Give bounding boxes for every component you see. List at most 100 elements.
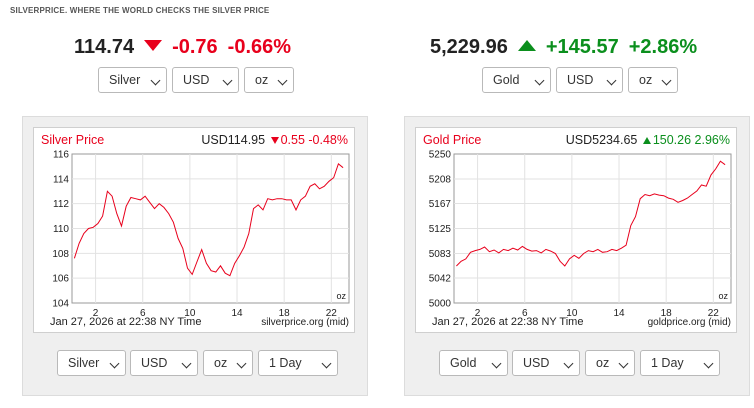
chart-current-price: USD114.95 [201, 133, 266, 147]
select-value: USD [567, 73, 594, 87]
silver-unit-select[interactable]: oz [244, 67, 294, 93]
silver-change-pct: -0.66% [227, 36, 292, 58]
chart-change: 150.26 [652, 133, 692, 147]
down-arrow-icon [270, 137, 279, 144]
y-tick-label: 106 [52, 274, 69, 285]
x-tick-label: 18 [661, 308, 673, 319]
up-arrow-icon [642, 137, 651, 144]
y-tick-label: 110 [53, 224, 69, 235]
select-value: oz [255, 73, 269, 87]
silver-metal-select[interactable]: Silver [98, 67, 167, 93]
chevron-down-icon [321, 358, 332, 369]
select-value: USD [183, 73, 210, 87]
chevron-down-icon [661, 75, 672, 86]
y-tick-label: 108 [52, 249, 69, 260]
down-arrow-icon [144, 40, 163, 51]
y-tick-label: 5000 [429, 299, 452, 310]
chevron-down-icon [222, 75, 233, 86]
chevron-down-icon [703, 358, 714, 369]
chevron-down-icon [618, 358, 629, 369]
y-tick-label: 5250 [429, 150, 452, 161]
gold-chart-range-select[interactable]: 1 Day [640, 350, 720, 376]
silver-chart-panel: 104 106 108 110 112 114 116 2 6 10 14 18 22 oz Silver… [22, 116, 368, 396]
gold-change: +145.57 [545, 36, 619, 58]
chevron-down-icon [534, 75, 545, 86]
chart-title: Silver Price [41, 133, 105, 147]
price-series-line [73, 163, 344, 277]
chevron-down-icon [109, 358, 120, 369]
silver-chart: 104 106 108 110 112 114 116 2 6 10 14 18 22 oz Silver… [33, 127, 355, 333]
y-tick-label: 5083 [429, 249, 452, 260]
x-tick-label: 22 [708, 308, 720, 319]
unit-label: oz [718, 291, 728, 301]
silver-chart-currency-select[interactable]: USD [130, 350, 198, 376]
gold-chart-currency-select[interactable]: USD [512, 350, 580, 376]
chevron-down-icon [277, 75, 288, 86]
gold-change-pct: +2.86% [628, 36, 698, 58]
gold-unit-select[interactable]: oz [628, 67, 678, 93]
gold-chart-metal-select[interactable]: Gold [439, 350, 508, 376]
chevron-down-icon [150, 75, 161, 86]
chart-change-pct: -0.48% [308, 133, 348, 147]
x-tick-label: 14 [613, 308, 625, 319]
select-value: Silver [109, 73, 141, 87]
y-tick-label: 112 [53, 199, 69, 210]
gold-chart-panel: 5000 5042 5083 5125 5167 5208 5250 2 6 10 14 18 22 oz… [404, 116, 750, 396]
silver-currency-select[interactable]: USD [172, 67, 239, 93]
chart-change-pct: 2.96% [694, 133, 730, 147]
x-tick-label: 10 [566, 308, 578, 319]
x-tick-label: 6 [140, 308, 146, 319]
x-tick-label: 10 [184, 308, 196, 319]
chart-source: goldprice.org (mid) [647, 317, 731, 328]
price-series-line [456, 160, 726, 267]
gold-quote: 5,229.96 +145.57 +2.86% [430, 36, 697, 59]
select-value: 1 Day [651, 356, 684, 370]
chart-current-price: USD5234.65 [565, 133, 638, 147]
x-tick-label: 2 [93, 308, 99, 319]
silver-chart-svg: 104 106 108 110 112 114 116 2 6 10 14 18 22 oz [52, 150, 350, 319]
chart-header-quote: USD5234.65 150.26 2.96% [566, 133, 730, 147]
chart-timestamp: Jan 27, 2026 at 22:38 NY Time [432, 316, 584, 328]
chart-change: 0.55 [280, 133, 305, 147]
y-tick-label: 5167 [429, 199, 452, 210]
silver-quote: 114.74 -0.76 -0.66% [74, 36, 291, 59]
chevron-down-icon [236, 358, 247, 369]
x-tick-label: 18 [279, 308, 291, 319]
chart-header-quote: USD114.95 0.55 -0.48% [201, 133, 348, 147]
chevron-down-icon [563, 358, 574, 369]
select-value: oz [214, 356, 228, 370]
y-tick-label: 5208 [429, 175, 452, 186]
chevron-down-icon [606, 75, 617, 86]
unit-label: oz [336, 291, 346, 301]
select-value: Gold [493, 73, 520, 87]
x-tick-label: 22 [326, 308, 338, 319]
x-tick-label: 2 [475, 308, 481, 319]
select-value: Gold [450, 356, 477, 370]
gold-chart-unit-select[interactable]: oz [585, 350, 635, 376]
y-tick-label: 104 [52, 299, 69, 310]
site-tagline: SILVERPRICE. WHERE THE WORLD CHECKS THE … [10, 6, 270, 15]
chart-timestamp: Jan 27, 2026 at 22:38 NY Time [50, 316, 202, 328]
chevron-down-icon [181, 358, 192, 369]
silver-price: 114.74 [74, 36, 135, 58]
silver-chart-unit-select[interactable]: oz [203, 350, 253, 376]
chart-title: Gold Price [423, 133, 482, 147]
select-value: oz [596, 356, 610, 370]
y-tick-label: 116 [53, 150, 69, 161]
gold-currency-select[interactable]: USD [556, 67, 623, 93]
select-value: Silver [68, 356, 100, 370]
up-arrow-icon [517, 40, 536, 51]
select-value: oz [639, 73, 653, 87]
chart-source: silverprice.org (mid) [261, 317, 349, 328]
gold-chart: 5000 5042 5083 5125 5167 5208 5250 2 6 10 14 18 22 oz… [415, 127, 737, 333]
silver-chart-range-select[interactable]: 1 Day [258, 350, 338, 376]
chevron-down-icon [491, 358, 502, 369]
gold-price: 5,229.96 [430, 36, 508, 58]
select-value: 1 Day [269, 356, 302, 370]
gold-metal-select[interactable]: Gold [482, 67, 551, 93]
silver-change: -0.76 [172, 36, 218, 58]
silver-chart-metal-select[interactable]: Silver [57, 350, 126, 376]
select-value: USD [523, 356, 550, 370]
y-tick-label: 5042 [429, 273, 452, 284]
x-tick-label: 14 [231, 308, 243, 319]
